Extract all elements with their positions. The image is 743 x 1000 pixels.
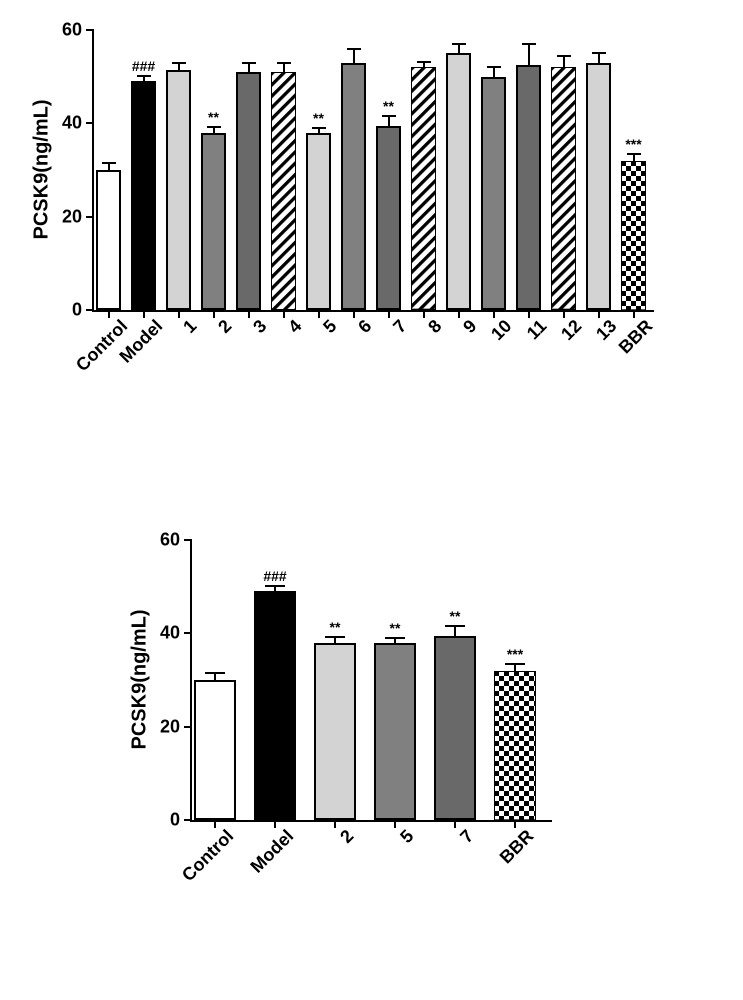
bar — [551, 67, 576, 310]
bar — [271, 72, 296, 310]
x-tick-label: 7 — [456, 826, 478, 848]
bar — [341, 63, 366, 310]
x-tick — [178, 310, 180, 318]
x-tick-label: BBR — [614, 316, 656, 358]
bar — [254, 591, 296, 820]
bar — [131, 81, 156, 310]
y-tick-label: 0 — [72, 300, 82, 321]
x-tick — [394, 820, 396, 828]
y-tick — [184, 632, 192, 634]
x-tick — [143, 310, 145, 318]
bar — [194, 680, 236, 820]
significance-label: ** — [383, 98, 394, 114]
x-tick-label: 1 — [180, 316, 202, 338]
y-tick-label: 20 — [62, 206, 82, 227]
x-tick-label: 12 — [558, 316, 587, 345]
y-tick-label: 40 — [160, 623, 180, 644]
x-tick-label: 3 — [250, 316, 272, 338]
x-tick-label: 7 — [390, 316, 412, 338]
significance-label: ** — [390, 620, 401, 636]
x-tick-label: Model — [246, 826, 298, 878]
x-tick — [318, 310, 320, 318]
x-tick — [248, 310, 250, 318]
bar — [306, 133, 331, 310]
bar — [314, 643, 356, 820]
bar — [481, 77, 506, 310]
significance-label: ** — [330, 619, 341, 635]
significance-label: ** — [313, 110, 324, 126]
bar — [201, 133, 226, 310]
bar — [236, 72, 261, 310]
y-tick — [184, 726, 192, 728]
x-tick-label: 6 — [355, 316, 377, 338]
bar — [411, 67, 436, 310]
x-tick — [283, 310, 285, 318]
x-tick-label: 4 — [285, 316, 307, 338]
y-tick-label: 0 — [170, 810, 180, 831]
x-tick — [213, 310, 215, 318]
bar — [376, 126, 401, 310]
significance-label: ** — [208, 109, 219, 125]
x-tick — [528, 310, 530, 318]
x-tick — [334, 820, 336, 828]
bar — [516, 65, 541, 310]
x-tick — [353, 310, 355, 318]
y-tick — [86, 122, 94, 124]
chart-top: 0204060Control###Model1**234**56**789101… — [92, 30, 654, 312]
x-tick — [458, 310, 460, 318]
x-tick-label: 2 — [215, 316, 237, 338]
y-axis-label: PCSK9(ng/mL) — [129, 540, 152, 820]
x-tick-label: 11 — [523, 316, 551, 344]
significance-label: *** — [507, 646, 523, 662]
x-tick-label: 5 — [396, 826, 418, 848]
bar — [166, 70, 191, 310]
plot-area: 0204060Control###Model**2**5**7***BBR — [190, 540, 552, 822]
significance-label: *** — [625, 136, 641, 152]
x-tick-label: 10 — [488, 316, 517, 345]
x-tick-label: 8 — [425, 316, 447, 338]
bar — [586, 63, 611, 310]
x-tick — [633, 310, 635, 318]
x-tick — [388, 310, 390, 318]
x-tick — [563, 310, 565, 318]
x-tick — [598, 310, 600, 318]
x-tick — [274, 820, 276, 828]
y-tick — [184, 819, 192, 821]
x-tick — [108, 310, 110, 318]
x-tick-label: 9 — [460, 316, 482, 338]
bar — [434, 636, 476, 820]
y-tick — [86, 309, 94, 311]
x-tick — [514, 820, 516, 828]
bar — [621, 161, 646, 310]
y-axis-label: PCSK9(ng/mL) — [31, 30, 54, 310]
x-tick-label: Control — [178, 826, 238, 886]
significance-label: ### — [132, 58, 155, 74]
x-tick — [454, 820, 456, 828]
x-tick — [493, 310, 495, 318]
y-tick-label: 20 — [160, 716, 180, 737]
chart-bottom: 0204060Control###Model**2**5**7***BBRPCS… — [190, 540, 552, 822]
significance-label: ### — [263, 568, 286, 584]
y-tick-label: 40 — [62, 113, 82, 134]
y-tick — [184, 539, 192, 541]
bar — [374, 643, 416, 820]
bar — [446, 53, 471, 310]
y-tick — [86, 29, 94, 31]
plot-area: 0204060Control###Model1**234**56**789101… — [92, 30, 654, 312]
y-tick-label: 60 — [62, 20, 82, 41]
bar — [96, 170, 121, 310]
x-tick-label: 5 — [320, 316, 342, 338]
y-tick — [86, 216, 94, 218]
significance-label: ** — [450, 608, 461, 624]
y-tick-label: 60 — [160, 530, 180, 551]
x-tick — [214, 820, 216, 828]
bar — [494, 671, 536, 820]
x-tick — [423, 310, 425, 318]
x-tick-label: 2 — [336, 826, 358, 848]
x-tick-label: BBR — [496, 826, 538, 868]
